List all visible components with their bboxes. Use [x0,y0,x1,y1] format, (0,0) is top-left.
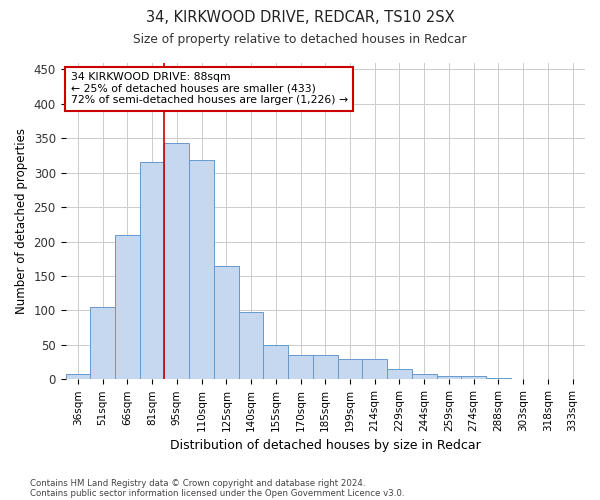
Text: Size of property relative to detached houses in Redcar: Size of property relative to detached ho… [133,32,467,46]
Bar [338,358,362,380]
Text: Contains public sector information licensed under the Open Government Licence v3: Contains public sector information licen… [30,488,404,498]
Text: Contains HM Land Registry data © Crown copyright and database right 2024.: Contains HM Land Registry data © Crown c… [30,478,365,488]
Bar [437,376,461,380]
Bar [164,143,189,380]
Bar [189,160,214,380]
Bar [461,376,486,380]
Bar [115,234,140,380]
Y-axis label: Number of detached properties: Number of detached properties [15,128,28,314]
Bar [362,358,387,380]
Bar [263,345,288,380]
Bar [140,162,164,380]
Bar [511,378,536,380]
Bar [387,369,412,380]
Bar [313,355,338,380]
X-axis label: Distribution of detached houses by size in Redcar: Distribution of detached houses by size … [170,440,481,452]
Text: 34, KIRKWOOD DRIVE, REDCAR, TS10 2SX: 34, KIRKWOOD DRIVE, REDCAR, TS10 2SX [146,10,454,25]
Bar [214,266,239,380]
Bar [536,378,560,380]
Bar [560,378,585,380]
Bar [239,312,263,380]
Text: 34 KIRKWOOD DRIVE: 88sqm
← 25% of detached houses are smaller (433)
72% of semi-: 34 KIRKWOOD DRIVE: 88sqm ← 25% of detach… [71,72,348,105]
Bar [90,307,115,380]
Bar [412,374,437,380]
Bar [486,378,511,380]
Bar [288,355,313,380]
Bar [65,374,90,380]
